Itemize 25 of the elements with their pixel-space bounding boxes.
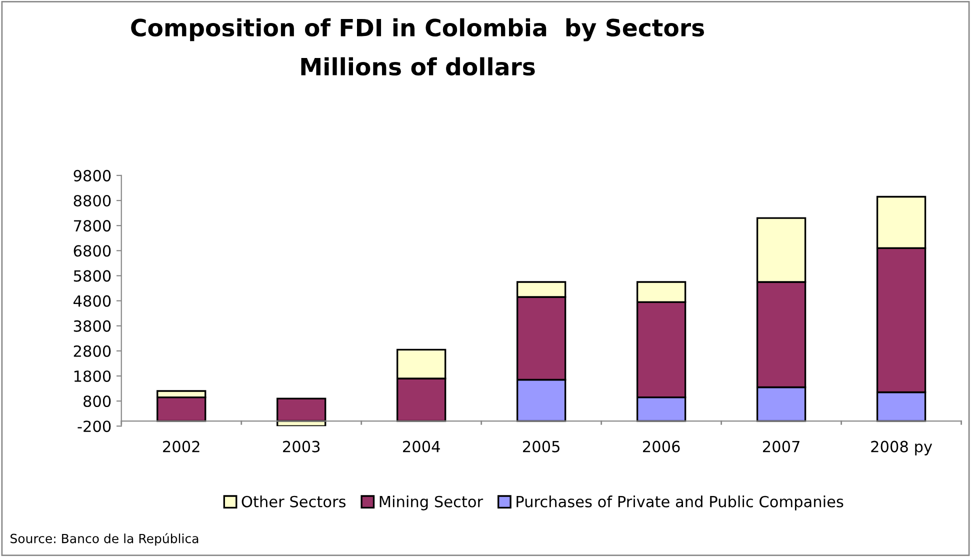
x-tick-label: 2002 (163, 440, 200, 452)
x-tick-label: 2008 py (871, 440, 932, 456)
y-tick-label: 4800 (74, 295, 111, 307)
y-tick-label: 2800 (74, 345, 111, 357)
x-tick-label: 2003 (283, 440, 320, 452)
y-tick-label: 7800 (74, 220, 111, 232)
legend-label: Mining Sector (380, 496, 484, 510)
y-tick-label: 8800 (74, 194, 111, 207)
legend-label: Other Sectors (242, 496, 346, 508)
y-tick-label: 800 (84, 396, 111, 408)
y-tick-label: 1800 (74, 370, 111, 382)
y-tick-label: -200 (78, 420, 111, 432)
source-note: Source: Banco de la República (10, 533, 198, 546)
y-tick-label: 5800 (74, 270, 111, 282)
x-tick-label: 2004 (403, 440, 440, 452)
y-tick-label: 3800 (74, 320, 111, 332)
y-tick-label: 6800 (74, 245, 111, 257)
x-tick-label: 2007 (762, 440, 800, 452)
y-tick-label: 9800 (74, 170, 111, 182)
chart-title: Composition of FDI in Colombia by Sectors (131, 18, 704, 42)
x-tick-label: 2005 (523, 440, 560, 452)
bar (276, 398, 326, 422)
x-tick-label: 2006 (643, 440, 680, 452)
chart-subtitle: Millions of dollars (301, 57, 535, 76)
legend-label: Purchases of Private and Public Companies (516, 496, 844, 510)
